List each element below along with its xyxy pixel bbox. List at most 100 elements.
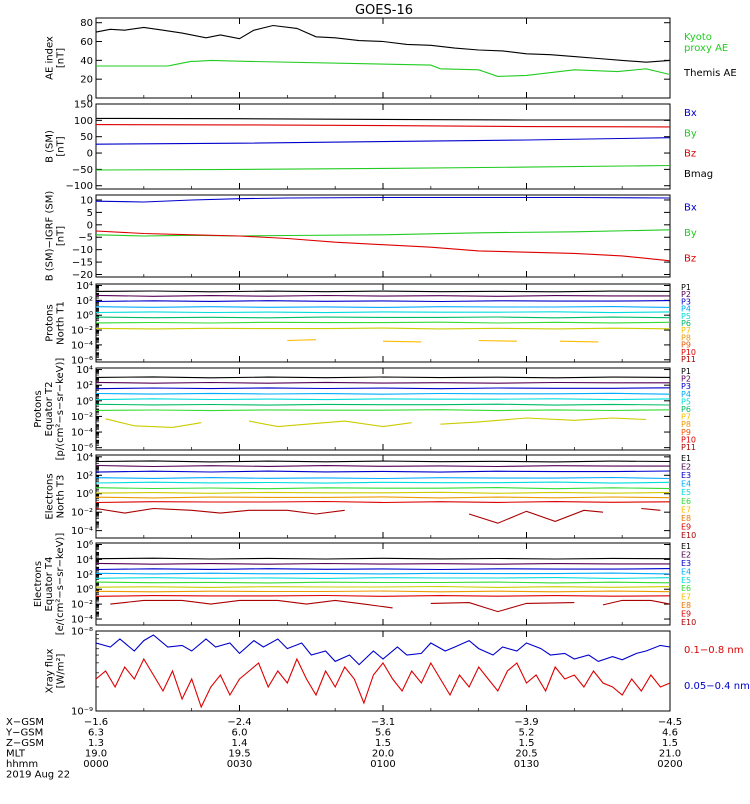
legend-label: P6 xyxy=(681,319,691,328)
legend-label: P7 xyxy=(681,413,691,422)
legend-label: P11 xyxy=(681,443,696,452)
legend-label: P3 xyxy=(681,382,691,391)
legend-label: P9 xyxy=(681,341,691,350)
series-p9-line xyxy=(287,339,317,342)
panel-pn: 10⁻⁶ 10⁻⁴ 10⁻² 10⁰ 10² 10⁴ Protons North T1 P1P2… xyxy=(45,281,697,366)
y-tick-label: 10⁻² xyxy=(71,600,93,611)
panel-digrf: −20−15 −10−5 05 10 B (SM)−IGRF (SM) [nT] Bx By B… xyxy=(45,191,697,282)
y-tick-label: −100 xyxy=(66,181,93,192)
legend-label: E7 xyxy=(681,505,691,514)
x-row-value: 1.3 xyxy=(88,738,104,749)
y-tick-label: 5 xyxy=(87,208,93,219)
series-e3-line xyxy=(95,568,671,571)
y-tick-label: 10⁻² xyxy=(71,412,93,423)
y-axis-label: [W/m²] xyxy=(56,653,67,688)
figure-title: GOES-16 xyxy=(355,3,413,18)
x-row-value: 1.5 xyxy=(519,738,535,749)
series-e1-line xyxy=(95,460,671,463)
legend-label: E4 xyxy=(681,567,691,576)
series-p8-line xyxy=(248,420,412,428)
x-row-value: 0000 xyxy=(83,759,108,770)
series-p8-line xyxy=(95,327,671,330)
legend-label: E8 xyxy=(681,601,691,610)
y-axis-label: AE index xyxy=(45,36,56,80)
legend-label: E10 xyxy=(681,618,696,627)
legend-label: P2 xyxy=(681,290,691,299)
legend-label: E5 xyxy=(681,576,691,585)
series-p8-line xyxy=(440,417,647,425)
panel-frame xyxy=(95,17,671,99)
series-e1-line xyxy=(95,557,671,560)
legend-label: By xyxy=(684,228,697,239)
series-e10-line xyxy=(95,507,345,515)
series-p4-line xyxy=(95,306,671,308)
legend-label: P7 xyxy=(681,326,691,335)
legend-label: P4 xyxy=(681,390,691,399)
y-tick-label: 10² xyxy=(76,296,93,307)
y-tick-label: 10⁻⁴ xyxy=(71,340,93,351)
y-tick-label: −20 xyxy=(72,270,93,281)
y-tick-label: −5 xyxy=(78,233,93,244)
series-0-05-0-4-nm-line xyxy=(95,657,671,709)
x-row-value: −3.1 xyxy=(371,717,395,728)
x-row-value: 0200 xyxy=(657,759,682,770)
series-e10-line xyxy=(602,599,671,606)
legend-label: Kyoto xyxy=(684,32,712,43)
series-e5-line xyxy=(95,577,671,579)
series-p2-line xyxy=(95,294,670,297)
series-by-line xyxy=(95,229,671,237)
y-tick-label: 10⁻⁴ xyxy=(71,428,93,439)
series-by-line xyxy=(95,164,671,171)
y-tick-label: 10⁴ xyxy=(76,452,93,463)
legend-label: E3 xyxy=(681,559,691,568)
y-tick-label: 80 xyxy=(80,18,93,29)
legend-label: E10 xyxy=(681,531,696,540)
y-tick-label: 10⁻⁸ xyxy=(71,627,93,638)
y-tick-label: 10² xyxy=(76,381,93,392)
y-tick-label: 10 xyxy=(80,195,93,206)
x-row-value: 1.5 xyxy=(662,738,678,749)
series-p3-line xyxy=(95,300,671,303)
y-tick-label: 10⁶ xyxy=(76,540,93,551)
legend-label: P2 xyxy=(681,375,691,384)
series-p8-line xyxy=(105,418,202,428)
x-axis-date: 2019 Aug 22 xyxy=(6,770,70,781)
legend-label: P11 xyxy=(681,355,696,364)
legend-label: P4 xyxy=(681,305,691,314)
x-row-value: 20.0 xyxy=(372,749,394,760)
y-tick-label: 10⁰ xyxy=(76,396,93,407)
y-tick-label: 100 xyxy=(74,116,93,127)
y-tick-label: 0 xyxy=(87,94,93,105)
series-kyoto-proxy-ae-line xyxy=(96,59,671,77)
series-p9-line xyxy=(478,339,517,342)
series-p3-line xyxy=(95,387,671,390)
x-axis-rows: X−GSM −1.6 −2.4 −3.1 −3.9 −4.5 Y−GSM 6.3 6.0 5.6 5… xyxy=(5,717,683,781)
series-e7-line xyxy=(95,491,671,494)
panel-frame xyxy=(95,194,671,278)
y-tick-label: 40 xyxy=(80,56,93,67)
x-row-value: 5.2 xyxy=(519,728,535,739)
y-tick-label: 10² xyxy=(76,570,93,581)
legend-label: P1 xyxy=(681,283,691,292)
y-tick-label: 50 xyxy=(80,132,93,143)
legend-label: Bx xyxy=(684,202,697,213)
series-e9-line xyxy=(95,594,671,597)
y-tick-label: 150 xyxy=(74,100,93,111)
x-row-label: Z−GSM xyxy=(6,738,44,749)
y-axis-label: North T1 xyxy=(56,301,67,345)
y-tick-label: 10⁻⁹ xyxy=(71,707,93,718)
x-row-value: 0130 xyxy=(514,759,539,770)
panel-ee: 10⁻⁴ 10⁻² 10⁰ 10² 10⁴ 10⁶ Electrons Equator T4[… xyxy=(33,533,696,636)
series-p1-line xyxy=(95,290,671,293)
series-e2-line xyxy=(95,562,670,565)
legend-label: P6 xyxy=(681,405,691,414)
series-e2-line xyxy=(95,464,670,468)
legend-label: P3 xyxy=(681,297,691,306)
y-tick-label: 0 xyxy=(87,220,93,231)
y-axis-label: B (SM) xyxy=(45,130,56,163)
legend-label: Bmag xyxy=(684,169,713,180)
y-tick-label: 10⁻⁶ xyxy=(71,355,93,366)
panel-bsm: −100 −50 0 50 100 150 B (SM) [nT] Bx By Bz Bmag xyxy=(45,100,714,193)
x-row-value: 20.5 xyxy=(515,749,537,760)
